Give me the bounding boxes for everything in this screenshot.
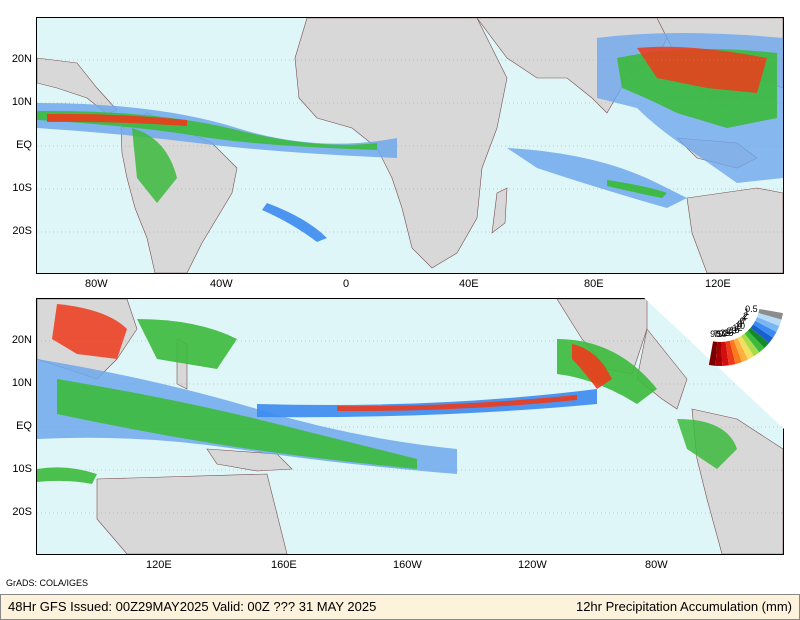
grads-credit: GrADS: COLA/IGES (6, 578, 89, 588)
legend-wedge (747, 327, 770, 349)
legend-tick-label: 35 (720, 328, 731, 339)
bottom-lon-label-120e: 120E (146, 559, 172, 571)
top-lat-label-10n: 10N (11, 96, 32, 108)
map-top-svg (37, 18, 783, 273)
land-australia (686, 187, 783, 273)
legend-tick-label: 12 (732, 323, 743, 334)
legend-tick-label: 0.5 (745, 304, 758, 315)
legend-wedge (721, 341, 729, 366)
bottom-lat-label-20n: 20N (11, 334, 32, 346)
top-lon-label-80w: 80W (85, 278, 108, 290)
precip-south-america (677, 419, 737, 469)
bottom-lon-label-120w: 120W (518, 559, 547, 571)
bottom-lat-label-10n: 10N (11, 377, 32, 389)
precip-west-pacific-core (57, 379, 417, 469)
legend-tick-label: 50 (716, 328, 727, 339)
precip-south-pacific (37, 467, 97, 484)
top-lon-label-120e: 120E (705, 278, 731, 290)
legend-wedge (729, 339, 742, 365)
top-lon-label-0: 0 (343, 278, 350, 290)
legend-tick-label: 1 (744, 307, 750, 318)
legend-wedge (750, 324, 774, 344)
precip-bottom (37, 304, 737, 484)
legend-tick-label: 15 (729, 324, 740, 335)
precip-subtropical-hot (137, 319, 237, 369)
top-lat-label-10s: 10S (12, 182, 32, 194)
top-lat-label-20s: 20S (12, 225, 32, 237)
footer-issue-info: 48Hr GFS Issued: 00Z29MAY2025 Valid: 00Z… (8, 599, 377, 614)
bottom-lon-label-160w: 160W (393, 559, 422, 571)
map-panel-pacific (36, 298, 784, 555)
precip-itcz-atlantic-hot (47, 113, 187, 126)
precip-legend (640, 294, 800, 444)
legend-wedge (744, 330, 765, 353)
top-lon-label-80e: 80E (584, 278, 604, 290)
legend-wedge (737, 335, 754, 360)
map-panel-atlantic-indian (36, 17, 784, 274)
land-africa (294, 18, 508, 269)
legend-wedge (757, 313, 782, 326)
legend-tick-label: 6 (739, 316, 745, 327)
bottom-lat-label-10s: 10S (12, 463, 32, 475)
legend-tick-label: 70 (713, 328, 724, 339)
precip-south-america (132, 128, 177, 203)
legend-wedge (753, 320, 777, 338)
legend-wedge (733, 337, 749, 363)
legend-wedge (708, 341, 718, 366)
top-lon-label-40w: 40W (210, 278, 233, 290)
precip-east-pacific-hot (572, 344, 612, 389)
footer-field-title: 12hr Precipitation Accumulation (mm) (575, 599, 792, 614)
precip-asia-hot (637, 46, 767, 93)
precip-itcz-pacific-core (337, 395, 577, 412)
precip-south-atlantic (262, 203, 327, 242)
bottom-lon-label-160e: 160E (271, 559, 297, 571)
legend-tick-label: 90 (710, 328, 721, 339)
precip-top (37, 33, 783, 242)
map-bottom-svg (37, 299, 783, 554)
legend-wedge (741, 333, 760, 357)
land-australia (96, 473, 288, 554)
legend-tick-label: 25 (723, 327, 734, 338)
legend-tick-label: 20 (726, 326, 737, 337)
legend-tick-label: 4 (741, 313, 747, 324)
top-lat-label-20n: 20N (11, 53, 32, 65)
legend-wedges (708, 308, 784, 366)
land-madagascar (491, 187, 508, 234)
bottom-lat-label-20s: 20S (12, 506, 32, 518)
legend-tick-label: 10 (734, 321, 745, 332)
gridlines-top (37, 59, 783, 233)
bottom-lon-label-80w: 80W (645, 559, 668, 571)
bottom-lat-label-eq: EQ (16, 420, 32, 432)
legend-wedge (758, 308, 784, 320)
top-lat-label-eq: EQ (16, 139, 32, 151)
legend-tick-label: 8 (737, 318, 743, 329)
land-new-guinea (206, 448, 293, 472)
gridlines-bottom (37, 340, 783, 514)
top-lon-label-40e: 40E (459, 278, 479, 290)
footer-bar: 48Hr GFS Issued: 00Z29MAY2025 Valid: 00Z… (0, 594, 800, 620)
precip-china-hot (52, 304, 127, 359)
legend-wedge (715, 341, 723, 366)
legend-tick-label: 2 (743, 310, 749, 321)
legend-wedge (755, 316, 780, 333)
legend-wedge (725, 340, 736, 366)
